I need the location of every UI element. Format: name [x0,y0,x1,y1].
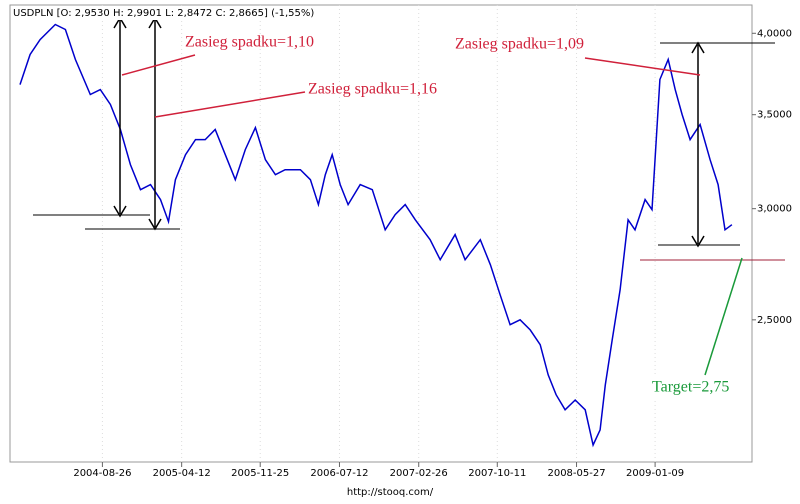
annotation: Zasieg spadku=1,10 [185,34,314,51]
y-tick-label: 4,0000 [757,28,792,39]
chart-title: USDPLN [O: 2,9530 H: 2,9901 L: 2,8472 C:… [13,8,314,19]
annotation: Zasieg spadku=1,09 [455,36,584,53]
pointer [584,57,701,76]
annotation-shapes [33,16,785,376]
y-tick-label: 3,5000 [757,110,792,121]
x-tick-label: 2006-07-12 [310,468,368,479]
pointer [704,257,743,376]
title-background [11,6,311,20]
x-tick-label: 2007-02-26 [390,468,448,479]
plot-frame [9,4,753,463]
y-tick-label: 3,0000 [757,204,792,215]
x-tick-label: 2007-10-11 [468,468,526,479]
annotation-background [645,376,750,400]
marks [19,5,733,462]
x-tick-label: 2008-05-27 [547,468,605,479]
pointer [121,54,196,76]
x-tick-label: 2009-01-09 [626,468,684,479]
annotation: Zasieg spadku=1,16 [308,81,437,98]
x-tick-label: 2004-08-26 [73,468,131,479]
x-tick-label: 2005-04-12 [153,468,211,479]
footer: http://stooq.com/ [347,487,434,498]
y-tick-label: 2,5000 [757,315,792,326]
x-tick-label: 2005-11-25 [231,468,289,479]
annotation: Target=2,75 [652,379,729,396]
price-line [19,23,733,448]
pointer [154,91,306,118]
